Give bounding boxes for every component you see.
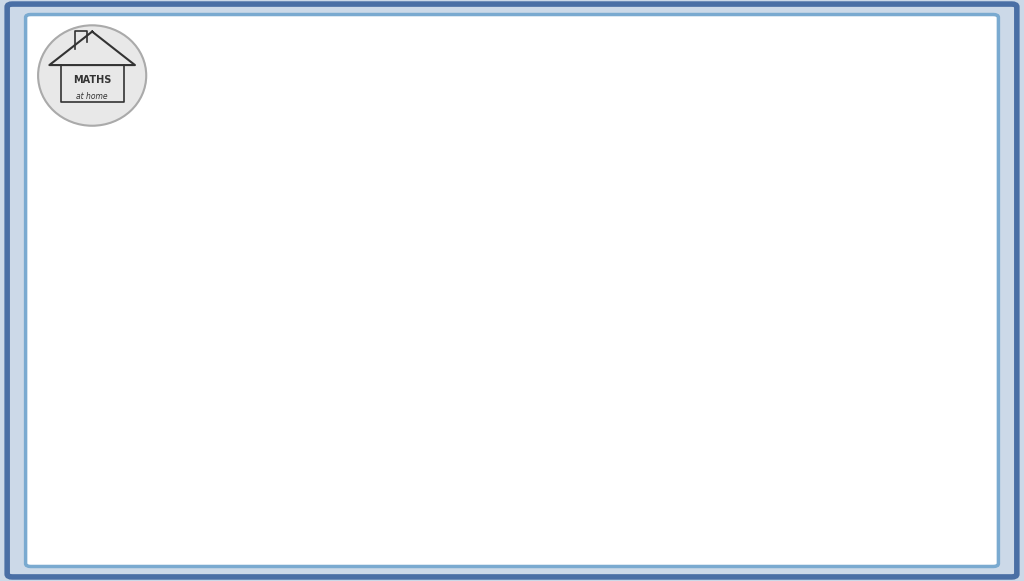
- Text: Pop: Pop: [401, 519, 475, 553]
- Text: Differentiate: Differentiate: [143, 242, 238, 257]
- Text: $\mathit{ms}^{\mathit{-3}}$: $\mathit{ms}^{\mathit{-3}}$: [786, 271, 883, 310]
- Text: Differentiate: Differentiate: [143, 488, 238, 503]
- Text: $\mathit{ms}^{\mathit{-5}}$: $\mathit{ms}^{\mathit{-5}}$: [786, 435, 883, 474]
- Text: $\mathit{ms}^{\mathit{-2}}$: $\mathit{ms}^{\mathit{-2}}$: [786, 189, 883, 228]
- Text: Differentiate: Differentiate: [143, 78, 238, 93]
- Text: Differentiate: Differentiate: [143, 160, 238, 175]
- Text: $\mathit{ms}^{\mathit{-4}}$: $\mathit{ms}^{\mathit{-4}}$: [786, 353, 884, 392]
- Text: © Maths at Home: © Maths at Home: [39, 547, 138, 557]
- Text: Crackle: Crackle: [401, 437, 547, 471]
- Text: Velocity: Velocity: [401, 110, 557, 144]
- Text: Snap: Snap: [401, 356, 500, 389]
- Text: at home: at home: [77, 92, 108, 101]
- Text: MATHS: MATHS: [73, 75, 112, 85]
- Text: $\mathit{m}$: $\mathit{m}$: [786, 27, 822, 63]
- Text: Differentiate: Differentiate: [143, 324, 238, 339]
- Text: Jerk: Jerk: [401, 274, 478, 307]
- Text: Differentiate: Differentiate: [143, 406, 238, 421]
- Circle shape: [38, 26, 146, 125]
- Text: $\mathit{ms}^{\mathit{-6}}$: $\mathit{ms}^{\mathit{-6}}$: [786, 517, 884, 556]
- Text: Displacement: Displacement: [401, 27, 689, 63]
- Text: Acceleration: Acceleration: [401, 191, 666, 227]
- Text: www.mathsathome.com: www.mathsathome.com: [850, 547, 985, 557]
- Text: $\mathit{ms}^{\mathit{-1}}$: $\mathit{ms}^{\mathit{-1}}$: [786, 107, 883, 146]
